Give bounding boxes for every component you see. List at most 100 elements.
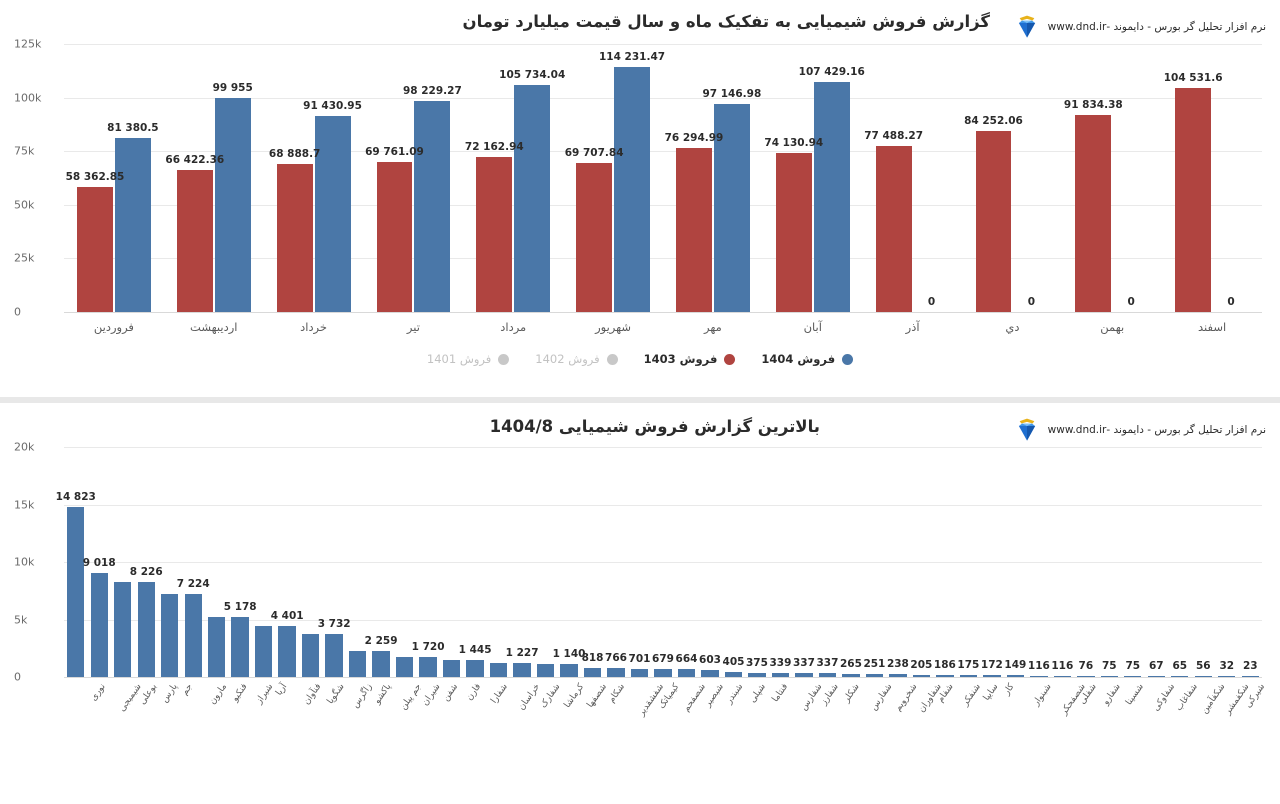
bar[interactable]: 0 [914, 44, 950, 312]
bar-rect[interactable] [771, 673, 790, 677]
bar[interactable]: 3 732 [318, 447, 351, 677]
bar[interactable]: 76 [1077, 447, 1095, 677]
bar[interactable]: 1 445 [459, 447, 492, 677]
bar[interactable] [114, 447, 132, 677]
bar-rect[interactable] [1075, 115, 1112, 312]
bar-rect[interactable] [1194, 675, 1212, 677]
bar-rect[interactable] [1171, 675, 1189, 677]
bar[interactable] [208, 447, 226, 677]
bar[interactable]: 116 [1051, 447, 1073, 677]
bar-rect[interactable] [137, 582, 155, 677]
bar-rect[interactable] [1218, 675, 1236, 677]
bar[interactable]: 0 [1213, 44, 1249, 312]
bar[interactable] [348, 447, 367, 677]
bar-rect[interactable] [875, 145, 912, 312]
bar-rect[interactable] [677, 669, 696, 677]
bar[interactable]: 84 252.06 [964, 44, 1023, 312]
bar[interactable]: 23 [1241, 447, 1259, 677]
bar-rect[interactable] [583, 667, 602, 677]
bar[interactable] [536, 447, 555, 677]
bar-rect[interactable] [489, 662, 508, 677]
bar-rect[interactable] [414, 101, 451, 312]
bar[interactable]: 65 [1171, 447, 1189, 677]
bar[interactable]: 1 720 [412, 447, 445, 677]
bar[interactable]: 405 [723, 447, 744, 677]
bar[interactable]: 68 888.7 [269, 44, 320, 312]
bar[interactable]: 251 [863, 447, 885, 677]
bar[interactable]: 603 [699, 447, 721, 677]
bar-rect[interactable] [114, 582, 132, 677]
bar[interactable]: 2 259 [365, 447, 398, 677]
bar[interactable]: 99 955 [213, 44, 253, 312]
bar-rect[interactable] [348, 651, 367, 677]
bar[interactable]: 91 834.38 [1064, 44, 1123, 312]
bar[interactable]: 58 362.85 [66, 44, 124, 312]
bar-rect[interactable] [818, 673, 837, 677]
bar-rect[interactable] [67, 506, 85, 677]
bar[interactable]: 7 224 [177, 447, 210, 677]
bar-rect[interactable] [1030, 675, 1048, 677]
bar-rect[interactable] [1100, 675, 1118, 677]
bar-rect[interactable] [701, 670, 719, 677]
legend-item[interactable]: فروش 1404 [761, 352, 854, 366]
bar-rect[interactable] [630, 668, 649, 677]
bar[interactable] [395, 447, 414, 677]
bar-rect[interactable] [1124, 675, 1142, 677]
bar-rect[interactable] [514, 85, 551, 312]
bar[interactable] [489, 447, 508, 677]
legend-monthly[interactable]: فروش 1404 فروش 1403 فروش 1402 فروش 1401 [0, 352, 1280, 366]
bar[interactable]: 14 823 [56, 447, 96, 677]
legend-item[interactable]: فروش 1402 [535, 352, 618, 366]
bar-rect[interactable] [214, 97, 251, 312]
bar[interactable]: 375 [746, 447, 768, 677]
bar[interactable]: 337 [816, 447, 838, 677]
bar-rect[interactable] [184, 593, 202, 677]
bar[interactable]: 77 488.27 [864, 44, 923, 312]
bar[interactable]: 81 380.5 [107, 44, 159, 312]
bar[interactable]: 66 422.36 [165, 44, 224, 312]
bar-rect[interactable] [654, 669, 672, 677]
bar-rect[interactable] [1053, 675, 1072, 677]
bar-rect[interactable] [231, 617, 249, 677]
bar[interactable]: 5 178 [224, 447, 257, 677]
bar-rect[interactable] [560, 663, 578, 677]
bar[interactable]: 679 [652, 447, 674, 677]
bar[interactable]: 149 [1004, 447, 1026, 677]
bar[interactable]: 74 130.94 [764, 44, 823, 312]
bar[interactable]: 76 294.99 [665, 44, 723, 312]
bar[interactable]: 175 [957, 447, 979, 677]
bar-rect[interactable] [476, 157, 513, 312]
bar[interactable]: 75 [1100, 447, 1118, 677]
bar[interactable] [442, 447, 461, 677]
bar[interactable]: 98 229.27 [403, 44, 462, 312]
bar-rect[interactable] [1147, 675, 1165, 677]
bar[interactable]: 1 227 [506, 447, 539, 677]
bar-rect[interactable] [889, 674, 907, 677]
bar-rect[interactable] [372, 651, 390, 677]
bar[interactable]: 9 018 [83, 447, 116, 677]
bar-rect[interactable] [536, 663, 555, 677]
bar[interactable]: 116 [1028, 447, 1050, 677]
bar[interactable]: 766 [605, 447, 627, 677]
bar-rect[interactable] [278, 626, 296, 677]
bar-rect[interactable] [314, 115, 351, 312]
bar[interactable]: 69 707.84 [565, 44, 624, 312]
bar[interactable]: 105 734.04 [499, 44, 565, 312]
bar-rect[interactable] [724, 672, 743, 677]
bar-rect[interactable] [77, 186, 113, 312]
bar[interactable]: 337 [793, 447, 815, 677]
bar[interactable]: 91 430.95 [303, 44, 362, 312]
bar[interactable]: 32 [1218, 447, 1236, 677]
bar[interactable]: 238 [887, 447, 909, 677]
bar-rect[interactable] [865, 674, 884, 677]
bar-rect[interactable] [419, 657, 437, 677]
bar[interactable]: 56 [1194, 447, 1212, 677]
bar[interactable]: 172 [981, 447, 1003, 677]
bar-rect[interactable] [607, 668, 625, 677]
bar-rect[interactable] [1077, 675, 1095, 677]
bar[interactable]: 186 [934, 447, 956, 677]
bar-rect[interactable] [90, 573, 108, 677]
bar-rect[interactable] [176, 169, 213, 312]
bar[interactable]: 114 231.47 [599, 44, 665, 312]
bar-rect[interactable] [676, 148, 712, 312]
